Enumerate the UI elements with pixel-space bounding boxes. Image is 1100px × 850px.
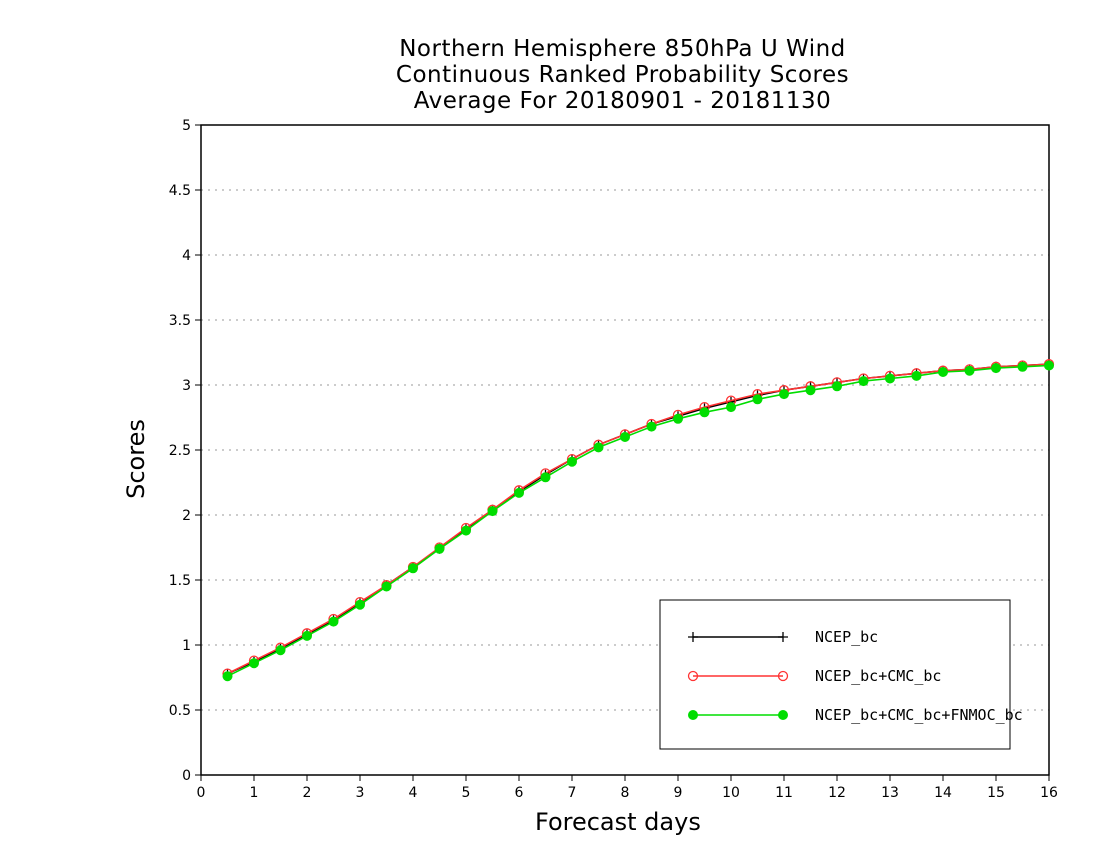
- x-tick-label-11: 11: [775, 785, 793, 801]
- x-tick-label-9: 9: [674, 785, 683, 801]
- chart-title-line-1: Northern Hemisphere 850hPa U Wind: [399, 36, 846, 62]
- series-2-point-13: [567, 456, 577, 467]
- series-2-point-5: [355, 599, 365, 610]
- y-tick-label-3: 1.5: [169, 573, 191, 589]
- x-tick-label-15: 15: [987, 785, 1005, 801]
- series-2-point-17: [673, 413, 683, 424]
- x-tick-label-12: 12: [828, 785, 846, 801]
- x-tick-label-14: 14: [934, 785, 952, 801]
- series-2-point-20: [752, 394, 763, 405]
- x-tick-label-16: 16: [1040, 785, 1058, 801]
- y-tick-label-0: 0: [182, 768, 191, 784]
- series-2-point-30: [1017, 361, 1028, 372]
- series-2-point-4: [328, 616, 339, 627]
- series-2-point-14: [593, 442, 604, 453]
- x-tick-label-2: 2: [303, 785, 312, 801]
- y-tick-label-8: 4: [182, 248, 191, 264]
- series-2-point-12: [540, 472, 551, 483]
- series-2-point-1: [249, 658, 259, 669]
- series-2-point-18: [699, 407, 710, 418]
- x-tick-label-0: 0: [197, 785, 206, 801]
- y-tick-label-1: 0.5: [169, 703, 191, 719]
- x-tick-label-10: 10: [722, 785, 740, 801]
- series-2-point-16: [646, 421, 657, 432]
- y-tick-label-7: 3.5: [169, 313, 191, 329]
- series-2-point-10: [487, 506, 498, 517]
- legend-box: [659, 599, 1011, 750]
- legend-label-1: NCEP_bc+CMC_bc: [815, 667, 941, 685]
- series-2-point-11: [514, 487, 524, 498]
- legend-marker-1-0: [687, 670, 699, 682]
- chart-title-line-3: Average For 20180901 - 20181130: [413, 88, 832, 114]
- series-2-point-23: [832, 381, 842, 392]
- x-tick-label-1: 1: [250, 785, 259, 801]
- series-2-point-21: [779, 389, 789, 400]
- series-2-point-6: [381, 581, 392, 592]
- series-2-point-7: [408, 563, 418, 574]
- legend-label-0: NCEP_bc: [815, 628, 878, 646]
- x-tick-label-5: 5: [462, 785, 471, 801]
- x-tick-label-8: 8: [621, 785, 630, 801]
- series-2-point-26: [911, 370, 922, 381]
- series-2-point-15: [620, 432, 630, 442]
- legend-marker-1-1: [777, 670, 789, 682]
- series-2-point-8: [434, 543, 445, 554]
- y-tick-label-6: 3: [182, 378, 191, 394]
- x-tick-label-3: 3: [356, 785, 365, 801]
- x-tick-label-7: 7: [568, 785, 577, 801]
- legend-marker-0-0: [688, 632, 698, 642]
- x-axis-label: Forecast days: [535, 808, 701, 836]
- chart-title-line-2: Continuous Ranked Probability Scores: [395, 62, 850, 88]
- legend-marker-0-1: [778, 632, 788, 642]
- y-tick-label-5: 2.5: [169, 443, 191, 459]
- series-2-point-9: [461, 525, 471, 536]
- y-tick-label-9: 4.5: [169, 183, 191, 199]
- series-2-point-28: [964, 365, 975, 376]
- series-2-point-0: [222, 671, 233, 682]
- y-tick-label-10: 5: [182, 118, 191, 134]
- series-2-point-27: [938, 367, 948, 377]
- series-2-point-2: [275, 645, 286, 656]
- series-2-point-22: [805, 385, 816, 396]
- series-2-point-24: [858, 376, 869, 387]
- legend-label-2: NCEP_bc+CMC_bc+FNMOC_bc: [815, 706, 1023, 724]
- legend-marker-2-1: [778, 710, 788, 720]
- legend-marker-2-0: [688, 710, 698, 720]
- series-2-point-25: [885, 373, 895, 384]
- x-tick-label-13: 13: [881, 785, 899, 801]
- series-2-point-3: [302, 630, 312, 641]
- series-2-point-29: [991, 363, 1001, 374]
- series-2-point-31: [1044, 360, 1054, 371]
- series-2-point-19: [726, 402, 736, 413]
- y-tick-label-2: 1: [182, 638, 191, 654]
- x-tick-label-6: 6: [515, 785, 524, 801]
- x-tick-label-4: 4: [409, 785, 418, 801]
- y-tick-label-4: 2: [182, 508, 191, 524]
